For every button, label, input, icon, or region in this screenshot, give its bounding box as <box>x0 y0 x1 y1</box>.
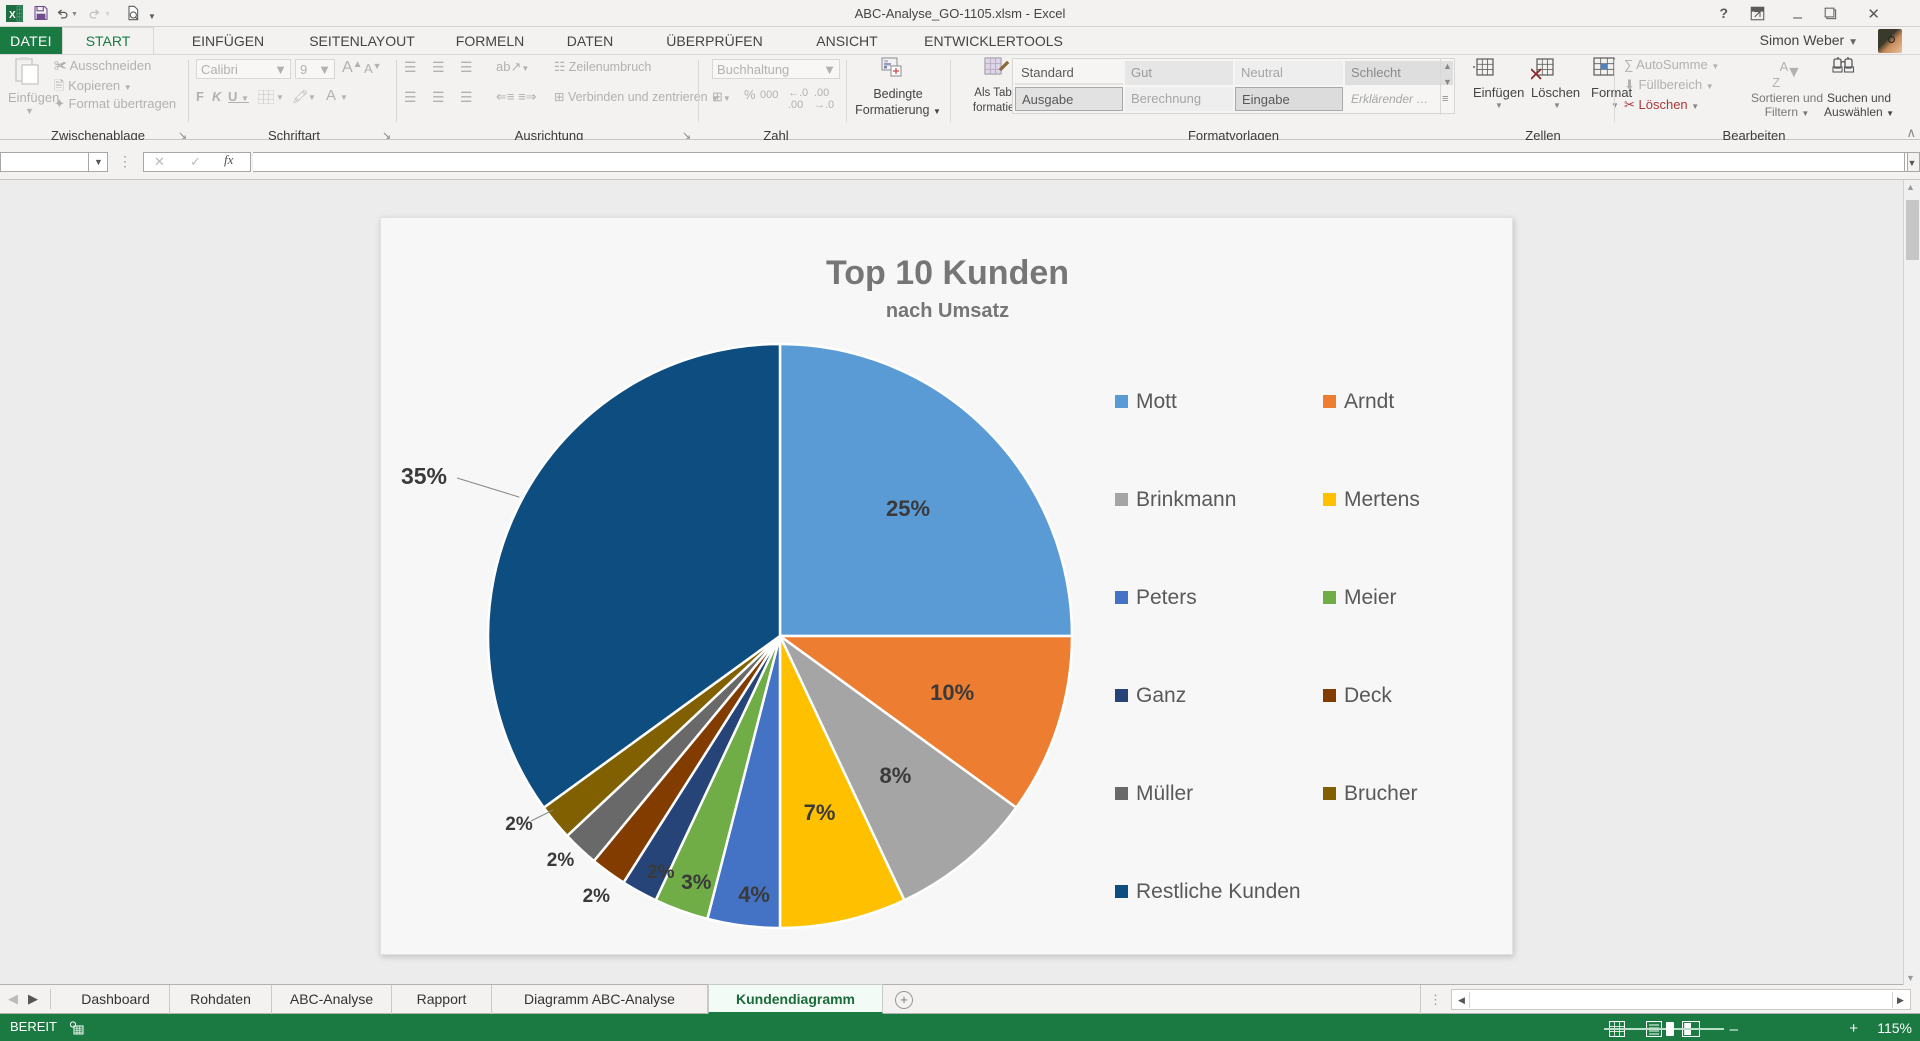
svg-text:3%: 3% <box>681 871 712 894</box>
svg-text:10%: 10% <box>930 680 974 705</box>
svg-text:2%: 2% <box>547 850 575 871</box>
svg-text:35%: 35% <box>401 463 447 489</box>
svg-text:2%: 2% <box>583 886 611 907</box>
svg-text:8%: 8% <box>880 763 912 788</box>
svg-text:7%: 7% <box>804 800 836 825</box>
svg-text:2%: 2% <box>505 814 533 835</box>
svg-text:2%: 2% <box>647 862 675 883</box>
svg-text:25%: 25% <box>886 496 930 521</box>
svg-text:4%: 4% <box>738 882 770 907</box>
